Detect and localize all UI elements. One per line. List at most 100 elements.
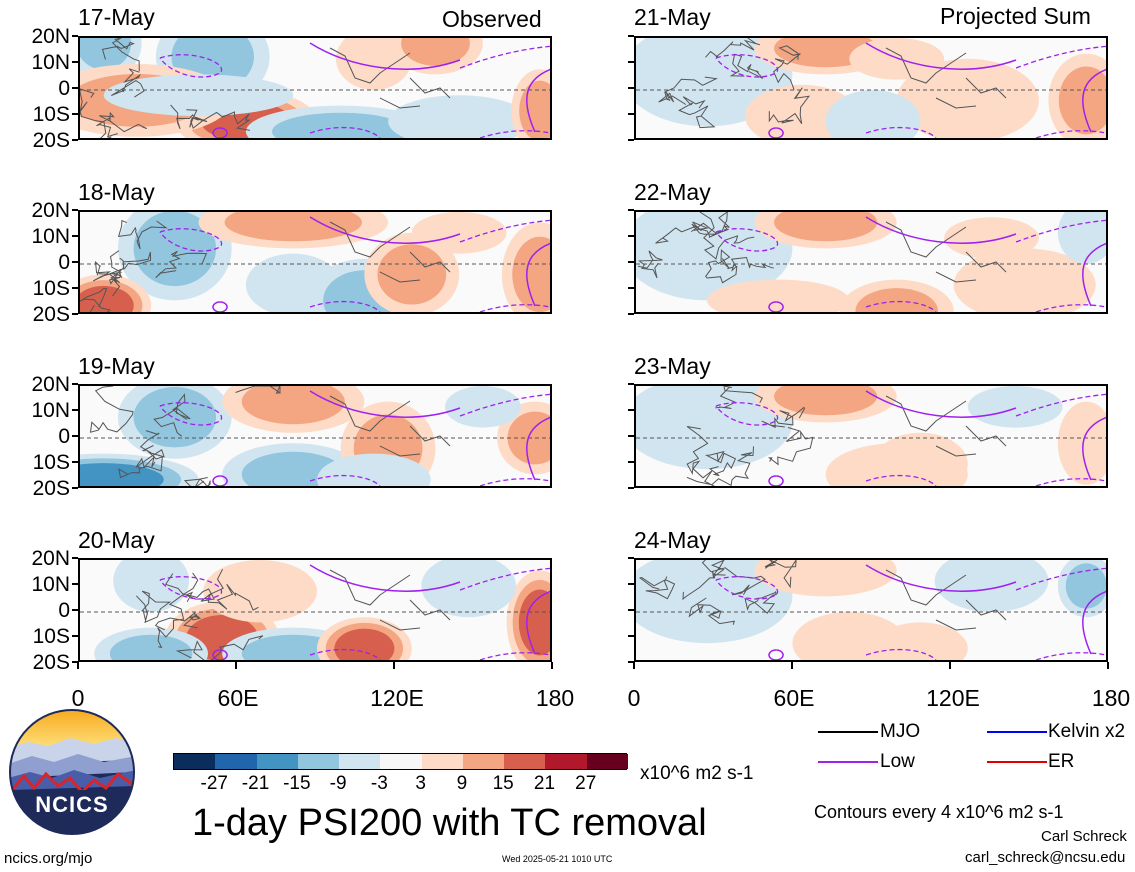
x-tick-label: 0 bbox=[71, 685, 85, 711]
psi-anomaly-contour bbox=[636, 560, 793, 644]
legend-low-line bbox=[818, 761, 878, 763]
panel-date-label: 20-May bbox=[78, 527, 155, 553]
psi-anomaly-contour bbox=[896, 58, 1039, 138]
footer-timestamp: Wed 2025-05-21 1010 UTC bbox=[502, 854, 613, 864]
y-tick-mark bbox=[72, 635, 78, 637]
legend-kelvin-line bbox=[987, 731, 1047, 733]
psi-anomaly-contour bbox=[774, 212, 878, 242]
low-contour bbox=[212, 564, 550, 660]
y-tick-label: 20S bbox=[32, 303, 70, 326]
psi-anomaly-contour bbox=[849, 38, 945, 80]
x-tick-label: 60E bbox=[773, 685, 815, 711]
x-tick-mark bbox=[791, 662, 793, 669]
y-tick-mark bbox=[628, 35, 634, 37]
psi-anomaly-contour bbox=[774, 386, 878, 416]
psi-anomaly-contour bbox=[203, 560, 317, 623]
psi-anomaly-contour bbox=[934, 560, 1049, 612]
y-tick-mark bbox=[72, 461, 78, 463]
y-tick-mark bbox=[628, 139, 634, 141]
psi-anomaly-contour bbox=[377, 244, 447, 305]
y-tick-mark bbox=[628, 435, 634, 437]
map-panel bbox=[634, 384, 1108, 488]
colorbar-segment bbox=[215, 754, 258, 769]
psi-anomaly-contour bbox=[855, 288, 938, 312]
colorbar-tick-label: -15 bbox=[283, 773, 311, 794]
y-tick-label: 20N bbox=[31, 547, 70, 570]
psi-anomaly-contour bbox=[80, 463, 164, 486]
low-contour bbox=[768, 564, 1106, 660]
x-tick-mark bbox=[393, 662, 395, 669]
y-tick-label: 0 bbox=[58, 599, 70, 622]
y-tick-mark bbox=[72, 409, 78, 411]
colorbar-segment bbox=[421, 754, 464, 769]
low-contour bbox=[212, 216, 550, 312]
low-contour bbox=[768, 216, 1106, 312]
psi-anomaly-contour bbox=[80, 285, 134, 312]
map-panel bbox=[78, 384, 552, 488]
y-tick-label: 0 bbox=[58, 425, 70, 448]
y-tick-mark bbox=[628, 261, 634, 263]
y-tick-label: 20N bbox=[31, 199, 70, 222]
psi-anomaly-contour bbox=[334, 628, 395, 660]
x-tick-label: 0 bbox=[627, 685, 641, 711]
psi-anomaly-contour bbox=[1065, 563, 1106, 609]
y-tick-mark bbox=[628, 487, 634, 489]
low-contour bbox=[212, 42, 550, 138]
psi-anomaly-contour bbox=[388, 95, 531, 138]
units-label: x10^6 m2 s-1 bbox=[640, 763, 754, 784]
x-tick-mark bbox=[633, 662, 635, 669]
low-contour bbox=[212, 390, 550, 486]
y-tick-mark bbox=[72, 583, 78, 585]
y-tick-label: 0 bbox=[58, 77, 70, 100]
y-tick-label: 10N bbox=[31, 399, 70, 422]
psi-anomaly-contour bbox=[224, 212, 363, 242]
legend-er-label: ER bbox=[1048, 751, 1075, 772]
x-tick-label: 180 bbox=[535, 685, 575, 711]
y-tick-mark bbox=[72, 87, 78, 89]
x-tick-mark bbox=[77, 662, 79, 669]
colorbar-tick-label: -9 bbox=[329, 773, 347, 794]
y-tick-mark bbox=[72, 557, 78, 559]
psi-anomaly-contour bbox=[317, 453, 431, 486]
x-tick-label: 120E bbox=[926, 685, 980, 711]
ncics-logo: NCICS bbox=[8, 708, 136, 836]
map-panel bbox=[78, 36, 552, 140]
y-tick-mark bbox=[628, 409, 634, 411]
map-panel bbox=[634, 36, 1108, 140]
psi-anomaly-contour bbox=[636, 212, 793, 301]
panel-date-label: 17-May bbox=[78, 4, 155, 30]
x-tick-mark bbox=[551, 662, 553, 669]
colorbar-segment bbox=[586, 754, 629, 769]
psi-anomaly-contour bbox=[1057, 401, 1106, 485]
y-tick-mark bbox=[72, 435, 78, 437]
map-panel bbox=[634, 558, 1108, 662]
y-tick-label: 20S bbox=[32, 129, 70, 152]
map-panel bbox=[78, 210, 552, 314]
low-contour bbox=[768, 390, 1106, 486]
y-tick-mark bbox=[628, 87, 634, 89]
psi-anomaly-contour bbox=[421, 560, 517, 618]
colorbar-segment bbox=[256, 754, 299, 769]
colorbar-tick-label: -27 bbox=[200, 773, 228, 794]
y-tick-mark bbox=[628, 557, 634, 559]
panel-date-label: 24-May bbox=[634, 527, 711, 553]
colorbar-tick-label: -21 bbox=[241, 773, 270, 794]
psi-anomaly-contour bbox=[707, 279, 850, 312]
x-tick-label: 60E bbox=[217, 685, 259, 711]
y-tick-mark bbox=[72, 261, 78, 263]
colorbar-segment bbox=[545, 754, 588, 769]
y-tick-mark bbox=[628, 235, 634, 237]
colorbar-segment bbox=[174, 754, 216, 769]
footer-url: ncics.org/mjo bbox=[4, 850, 93, 867]
y-tick-mark bbox=[72, 313, 78, 315]
y-tick-label: 10S bbox=[32, 451, 70, 474]
colorbar-tick-label: 9 bbox=[456, 773, 468, 794]
psi-anomaly-contour bbox=[873, 622, 968, 660]
map-panel bbox=[634, 210, 1108, 314]
observed-header: Observed bbox=[442, 6, 542, 32]
psi-anomaly-contour bbox=[133, 212, 217, 287]
colorbar-segment bbox=[380, 754, 423, 769]
y-tick-label: 10S bbox=[32, 277, 70, 300]
y-tick-label: 10S bbox=[32, 625, 70, 648]
legend-er-line bbox=[987, 761, 1047, 763]
